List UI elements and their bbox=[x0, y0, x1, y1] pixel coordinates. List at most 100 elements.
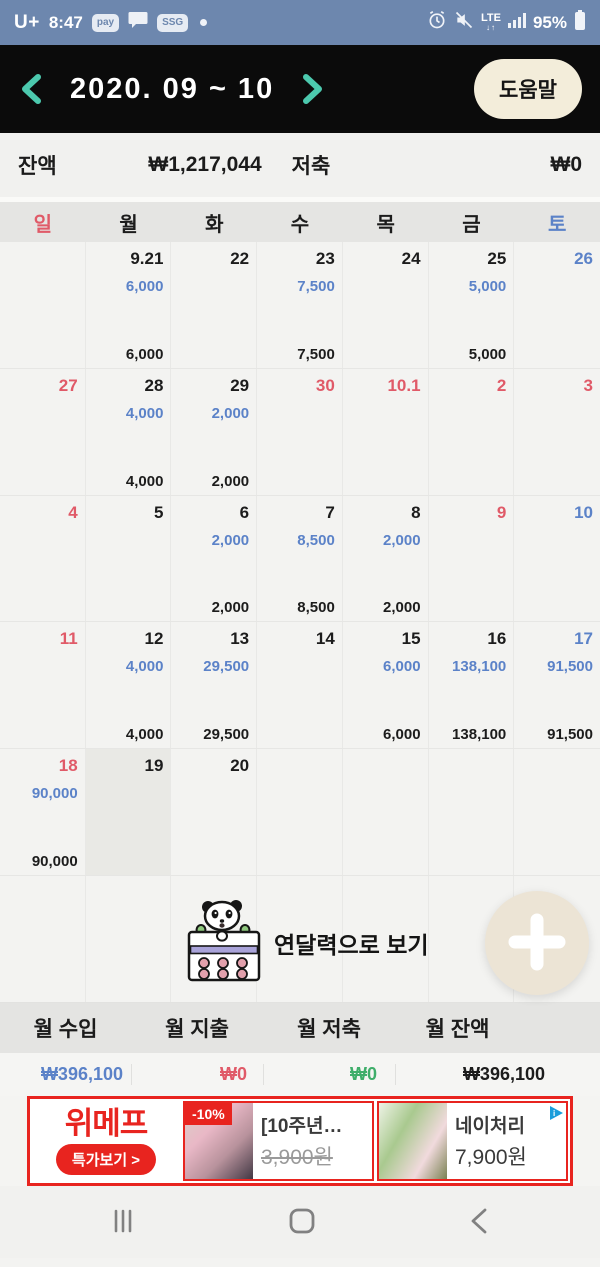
recents-button[interactable] bbox=[105, 1203, 141, 1242]
cell-income-amount: 2,000 bbox=[383, 531, 421, 549]
cell-date: 9.21 bbox=[130, 249, 164, 268]
summary-value-1: ₩0 bbox=[131, 1064, 263, 1085]
calendar-cell[interactable] bbox=[0, 876, 86, 1002]
ad-product-2-title: 네이처리 bbox=[455, 1116, 525, 1137]
calendar-cell[interactable]: 10 bbox=[514, 496, 600, 622]
day-header-2: 화 bbox=[205, 213, 224, 236]
cell-income-amount: 2,000 bbox=[211, 404, 250, 422]
calendar-cell[interactable] bbox=[257, 876, 343, 1002]
calendar-cell[interactable]: 17 91,500 91,500 bbox=[514, 622, 600, 748]
next-month-button[interactable] bbox=[300, 73, 326, 105]
cell-day-total: 4,000 bbox=[125, 472, 164, 490]
cell-income-amount: 90,000 bbox=[31, 785, 78, 803]
calendar-cell[interactable] bbox=[343, 749, 429, 876]
calendar-cell[interactable]: 8 2,000 2,000 bbox=[343, 495, 429, 622]
cell-date: 24 bbox=[401, 249, 421, 268]
adchoices-icon[interactable]: i bbox=[547, 1104, 565, 1127]
cell-date: 8 bbox=[411, 502, 421, 522]
signal-icon bbox=[507, 12, 526, 33]
calendar-cell[interactable]: 29 2,000 2,000 bbox=[171, 368, 258, 495]
help-button[interactable]: 도움말 bbox=[474, 59, 582, 119]
calendar-cell[interactable]: 9 bbox=[429, 495, 515, 622]
calendar-cell[interactable]: 15 6,000 6,000 bbox=[343, 622, 429, 749]
recents-icon bbox=[111, 1209, 135, 1236]
calendar-cell[interactable]: 30 bbox=[257, 368, 343, 495]
calendar-cell[interactable]: 9.21 6,000 6,000 bbox=[86, 242, 172, 368]
calendar-cell[interactable] bbox=[0, 242, 86, 368]
calendar-cell[interactable]: 27 bbox=[0, 368, 86, 495]
calendar-cell[interactable]: 12 4,000 4,000 bbox=[86, 622, 172, 749]
calendar-cell[interactable]: 26 bbox=[514, 242, 600, 368]
home-button[interactable] bbox=[283, 1202, 321, 1243]
cell-date: 13 bbox=[230, 629, 250, 649]
android-nav-bar bbox=[0, 1186, 600, 1258]
cell-income-amount: 138,100 bbox=[452, 658, 507, 676]
year-view-button[interactable]: 연달력으로 보기 bbox=[186, 897, 429, 988]
status-right-cluster: LTE ↓↑ 95% bbox=[427, 10, 586, 35]
cell-day-total: 2,000 bbox=[383, 599, 421, 617]
mute-icon bbox=[454, 10, 474, 35]
ad-banner[interactable]: 위메프 특가보기 > -10% [10주년… 3,900원 네이처리 7,900… bbox=[27, 1096, 573, 1186]
ad-product-1[interactable]: -10% [10주년… 3,900원 bbox=[183, 1101, 374, 1181]
app-header: 2020. 09 ~ 10 도움말 bbox=[0, 45, 600, 133]
calendar-cell[interactable]: 13 29,500 29,500 bbox=[171, 622, 258, 749]
calendar-cell[interactable]: 3 bbox=[514, 369, 600, 495]
ad-product-2[interactable]: 네이처리 7,900원 i bbox=[377, 1101, 568, 1181]
cell-date: 15 bbox=[401, 629, 421, 649]
cell-day-total: 7,500 bbox=[297, 345, 335, 363]
summary-label-3: 월 잔액 bbox=[425, 1018, 490, 1041]
calendar-cell[interactable] bbox=[343, 876, 429, 1002]
calendar-cell[interactable]: 18 90,000 90,000 bbox=[0, 749, 86, 876]
calendar-cell[interactable]: 5 bbox=[86, 495, 172, 622]
month-title: 2020. 09 ~ 10 bbox=[70, 72, 275, 105]
cell-day-total: 8,500 bbox=[297, 599, 335, 617]
balance-value: ₩1,217,044 bbox=[148, 153, 262, 176]
cell-date: 19 bbox=[144, 756, 164, 776]
back-button[interactable] bbox=[463, 1202, 495, 1243]
calendar-cell[interactable]: 16 138,100 138,100 bbox=[429, 622, 515, 749]
calendar-cell[interactable]: 19 bbox=[85, 749, 172, 876]
cell-day-total: 6,000 bbox=[125, 345, 164, 363]
calendar-cell[interactable]: 2 bbox=[429, 368, 515, 495]
calendar-cell[interactable]: 25 5,000 5,000 bbox=[429, 242, 515, 368]
calendar-cell[interactable]: 14 bbox=[257, 622, 343, 749]
calendar-cell[interactable]: 22 bbox=[171, 242, 258, 368]
cell-income-amount: 6,000 bbox=[383, 658, 421, 676]
cell-income-amount: 29,500 bbox=[203, 658, 250, 676]
ad-cta-button[interactable]: 특가보기 > bbox=[55, 1143, 157, 1175]
cell-date: 6 bbox=[239, 502, 250, 522]
cell-date: 30 bbox=[315, 375, 335, 395]
calendar-cell[interactable] bbox=[257, 749, 343, 876]
calendar-cell[interactable]: 11 bbox=[0, 622, 86, 749]
alarm-icon bbox=[427, 10, 447, 35]
calendar-cell[interactable]: 7 8,500 8,500 bbox=[257, 495, 343, 622]
add-entry-button[interactable] bbox=[485, 891, 589, 995]
ad-banner-area: 위메프 특가보기 > -10% [10주년… 3,900원 네이처리 7,900… bbox=[0, 1096, 600, 1186]
ssg-app-icon: SSG bbox=[157, 13, 189, 32]
cell-date: 18 bbox=[58, 756, 78, 776]
calendar-cell[interactable]: 28 4,000 4,000 bbox=[86, 368, 172, 495]
prev-month-button[interactable] bbox=[18, 73, 44, 105]
cell-date: 17 bbox=[574, 629, 593, 649]
calendar-week-row: 18 90,000 90,000 19 20 bbox=[0, 748, 600, 876]
calendar-cell[interactable]: 20 bbox=[171, 749, 258, 876]
calendar-cell[interactable] bbox=[86, 876, 172, 1002]
cell-date: 4 bbox=[68, 502, 78, 522]
calendar-cell[interactable]: 4 bbox=[0, 495, 86, 622]
ad-brand-section[interactable]: 위메프 특가보기 > bbox=[32, 1101, 180, 1181]
calendar-cell[interactable]: 10.1 bbox=[343, 368, 429, 495]
cell-date: 10.1 bbox=[387, 375, 421, 395]
calendar-cell[interactable] bbox=[514, 749, 600, 875]
cell-date: 22 bbox=[230, 249, 250, 268]
day-header-5: 금 bbox=[462, 213, 481, 236]
back-icon bbox=[469, 1208, 489, 1237]
pay-app-icon: pay bbox=[91, 13, 120, 32]
day-header-3: 수 bbox=[290, 213, 310, 236]
calendar-cell[interactable]: 23 7,500 7,500 bbox=[257, 242, 343, 368]
calendar-cell[interactable] bbox=[429, 749, 515, 876]
discount-badge: -10% bbox=[185, 1103, 232, 1125]
calendar-cell[interactable]: 24 bbox=[343, 242, 429, 368]
calendar-cell[interactable]: 6 2,000 2,000 bbox=[171, 495, 258, 622]
summary-label-0: 월 수입 bbox=[33, 1018, 98, 1041]
